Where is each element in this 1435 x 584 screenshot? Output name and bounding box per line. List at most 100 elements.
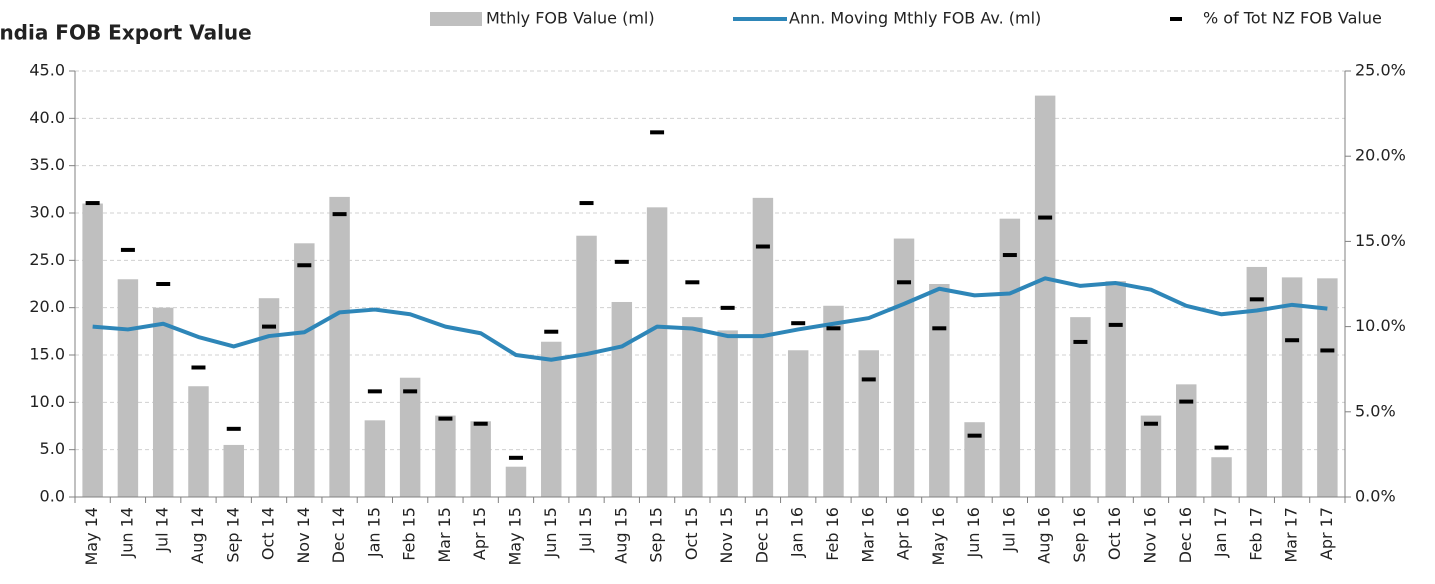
marker [897, 280, 912, 285]
x-tick-label: Jan 17 [1211, 507, 1230, 558]
legend-label: Ann. Moving Mthly FOB Av. (ml) [789, 9, 1041, 28]
marker [685, 280, 700, 285]
marker [755, 244, 770, 249]
y-tick-label: 5.0 [40, 439, 65, 458]
bar [541, 341, 562, 497]
bar [82, 203, 103, 498]
marker [332, 212, 347, 217]
x-tick-label: Nov 15 [717, 507, 736, 564]
legend-swatch [430, 12, 482, 26]
bar [1317, 278, 1338, 497]
x-tick-label: Nov 14 [294, 507, 313, 564]
y-tick-label: 40.0 [29, 108, 65, 127]
bar [576, 235, 597, 497]
bar [1281, 277, 1303, 497]
marker [826, 326, 841, 331]
x-tick-label: Dec 15 [752, 507, 771, 563]
marker [614, 259, 629, 264]
bar [752, 197, 774, 497]
x-tick-label: Jun 15 [541, 507, 560, 558]
marker [791, 321, 806, 326]
bar [717, 330, 738, 497]
bar [1246, 266, 1268, 497]
marker [1249, 297, 1264, 302]
marker [85, 201, 100, 206]
marker [861, 377, 876, 382]
x-tick-label: Dec 14 [329, 507, 348, 563]
bar [858, 350, 879, 497]
x-tick-label: Aug 14 [188, 507, 207, 564]
x-tick-label: Aug 16 [1035, 507, 1054, 564]
y2-tick-label: 15.0% [1355, 231, 1406, 250]
x-tick-label: Nov 16 [1140, 507, 1159, 564]
marker [438, 416, 453, 421]
marker [367, 389, 382, 394]
marker [1214, 445, 1229, 450]
bar [258, 298, 280, 497]
bar [1140, 415, 1162, 497]
x-tick-label: Apr 17 [1317, 507, 1336, 560]
marker [544, 329, 559, 334]
marker [262, 324, 277, 329]
x-tick-label: Oct 14 [259, 507, 278, 560]
x-tick-label: Jul 14 [153, 507, 172, 553]
bar [188, 386, 209, 497]
y-tick-label: 30.0 [29, 203, 65, 222]
x-tick-label: Feb 17 [1246, 507, 1265, 561]
y2-tick-label: 10.0% [1355, 316, 1406, 335]
legend-swatch [1170, 17, 1182, 21]
y2-tick-label: 5.0% [1355, 401, 1396, 420]
bar [435, 415, 456, 497]
x-tick-label: Jan 15 [364, 507, 383, 558]
marker [1038, 215, 1053, 220]
marker [1179, 399, 1194, 404]
bar [1070, 317, 1091, 497]
bar [893, 238, 915, 497]
marker [1108, 322, 1123, 327]
marker [967, 433, 982, 438]
marker [932, 326, 947, 331]
marker [191, 365, 206, 370]
bar [611, 301, 633, 497]
y-tick-label: 20.0 [29, 297, 65, 316]
marker [508, 455, 523, 460]
y-tick-label: 0.0 [40, 487, 65, 506]
marker [297, 263, 312, 268]
marker [473, 421, 488, 426]
legend-label: Mthly FOB Value (ml) [486, 9, 655, 28]
x-tick-label: Apr 16 [894, 507, 913, 560]
marker [120, 247, 135, 252]
y-tick-label: 45.0 [29, 61, 65, 80]
marker [156, 282, 171, 286]
bar [1034, 95, 1056, 497]
marker [1073, 339, 1088, 344]
bar [646, 207, 668, 497]
x-tick-label: Feb 15 [400, 507, 419, 561]
x-tick-label: Jun 16 [964, 507, 983, 558]
legend-label: % of Tot NZ FOB Value [1203, 9, 1382, 28]
x-tick-label: Oct 16 [1105, 507, 1124, 560]
y-tick-label: 15.0 [29, 345, 65, 364]
bar [329, 196, 350, 497]
x-tick-label: Mar 15 [435, 507, 454, 563]
x-tick-label: Apr 15 [470, 507, 489, 560]
y2-tick-label: 20.0% [1355, 146, 1406, 165]
bar [1105, 281, 1126, 497]
bar [1211, 457, 1232, 497]
bar [294, 243, 315, 497]
bar [964, 422, 985, 497]
marker [1143, 421, 1158, 426]
bar [470, 421, 491, 497]
bar [787, 350, 809, 497]
marker [720, 305, 735, 310]
bar [823, 305, 844, 497]
chart-title: India FOB Export Value [0, 21, 252, 45]
y-tick-label: 35.0 [29, 155, 65, 174]
bar [117, 279, 139, 497]
x-tick-label: Sep 15 [647, 507, 666, 563]
y-tick-label: 10.0 [29, 392, 65, 411]
x-tick-label: May 15 [505, 507, 524, 566]
x-tick-label: Sep 14 [223, 507, 242, 563]
x-tick-label: Mar 16 [858, 507, 877, 563]
